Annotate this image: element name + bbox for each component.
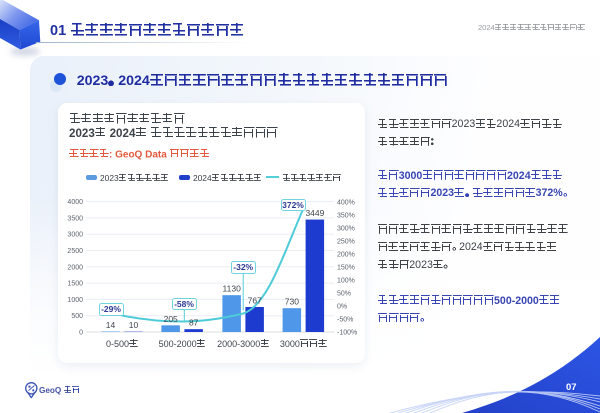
svg-text:400%: 400%	[337, 199, 355, 206]
svg-text:0: 0	[79, 330, 83, 337]
svg-text:3449: 3449	[305, 208, 324, 218]
svg-text:100%: 100%	[337, 277, 355, 284]
svg-text:250%: 250%	[337, 238, 355, 245]
svg-text:2000: 2000	[67, 264, 83, 271]
svg-text:3000: 3000	[67, 232, 83, 239]
svg-text:87: 87	[189, 318, 199, 328]
svg-text:2500: 2500	[67, 248, 83, 255]
svg-text:150%: 150%	[337, 264, 355, 271]
svg-text:10: 10	[129, 320, 139, 330]
svg-text:3500: 3500	[67, 215, 83, 222]
svg-text:767: 767	[248, 296, 262, 306]
svg-text:14: 14	[106, 320, 116, 330]
svg-text:730: 730	[285, 297, 299, 307]
svg-text:-50%: -50%	[337, 316, 353, 323]
svg-text:0%: 0%	[337, 303, 347, 310]
svg-text:-100%: -100%	[337, 329, 357, 336]
svg-text:205: 205	[164, 314, 178, 324]
svg-text:1000: 1000	[67, 297, 83, 304]
svg-text:1130: 1130	[223, 284, 242, 294]
svg-text:1500: 1500	[67, 281, 83, 288]
svg-text:350%: 350%	[337, 212, 355, 219]
svg-text:4000: 4000	[67, 199, 83, 206]
svg-text:500: 500	[71, 313, 83, 320]
svg-text:200%: 200%	[337, 251, 355, 258]
svg-text:300%: 300%	[337, 225, 355, 232]
svg-text:50%: 50%	[337, 290, 351, 297]
